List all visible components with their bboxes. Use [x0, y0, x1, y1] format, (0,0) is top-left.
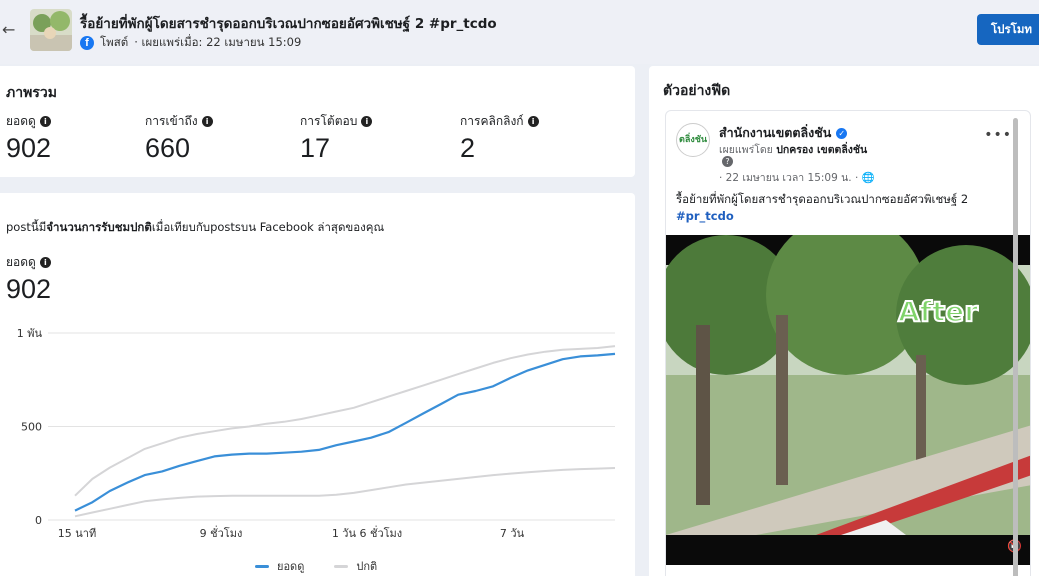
performance-card: postนี้มีจำนวนการรับชมปกติเมื่อเทียบกับp…	[0, 193, 635, 576]
published-by: เผยแพร่โดย ปกครอง เขตตลิ่งชัน	[719, 144, 868, 156]
x-tick-label: 9 ชั่วโมง	[200, 525, 243, 540]
legend-swatch	[334, 564, 349, 568]
compare-text: postนี้มีจำนวนการรับชมปกติเมื่อเทียบกับp…	[6, 220, 385, 234]
verified-badge-icon: ✓	[836, 127, 848, 139]
info-icon[interactable]: i	[527, 116, 539, 127]
info-icon[interactable]: i	[39, 116, 51, 127]
top-bar: ← รื้อย้ายที่พักผู้โดยสารชำรุดออกบริเวณป…	[0, 0, 1039, 64]
hashtag-link[interactable]: #pr_tcdo	[676, 209, 734, 223]
post-video[interactable]: After 🔇	[666, 235, 1030, 565]
legend-label: ยอดดู	[277, 560, 305, 573]
metric-label: ยอดดู	[6, 114, 36, 128]
metric-label: การเข้าถึง	[145, 114, 198, 128]
metric-value: 17	[300, 133, 331, 163]
facebook-post-preview: ตลิ่งชัน สำนักงานเขตตลิ่งชัน ✓ เผยแพร่โด…	[665, 110, 1031, 576]
overview-card: ภาพรวม ยอดดู i 902 การเข้าถึง i 660 การโต้…	[0, 66, 635, 177]
x-tick-label: 7 วัน	[500, 527, 525, 540]
y-tick-label: 0	[35, 514, 42, 527]
y-tick-label: 1 พัน	[17, 327, 43, 340]
legend-label: ปกติ	[356, 560, 378, 573]
feed-preview-title: ตัวอย่างฟีด	[663, 83, 731, 99]
metric-views: ยอดดู i 902	[6, 112, 51, 164]
chart-metric: ยอดดู i 902	[6, 253, 51, 305]
metric-reach: การเข้าถึง i 660	[145, 112, 213, 164]
x-tick-label: 1 วัน 6 ชั่วโมง	[332, 525, 402, 540]
page-name[interactable]: สำนักงานเขตตลิ่งชัน ✓	[719, 123, 848, 143]
info-icon[interactable]: i	[39, 257, 51, 268]
chart-legend: ยอดดู ปกติ	[255, 557, 377, 575]
post-text: รื้อย้ายที่พักผู้โดยสารชำรุดออกบริเวณปาก…	[676, 192, 969, 223]
post-title: รื้อย้ายที่พักผู้โดยสารชำรุดออกบริเวณปาก…	[80, 16, 497, 32]
x-tick-label: 15 นาที	[58, 527, 96, 540]
metric-link-clicks: การคลิกลิงก์ i 2	[460, 112, 539, 164]
help-icon[interactable]: ?	[722, 156, 733, 167]
promote-button[interactable]: โปรโมท	[977, 14, 1039, 45]
chart-metric-label: ยอดดู	[6, 255, 36, 269]
back-arrow-icon[interactable]: ←	[2, 20, 16, 39]
legend-item-normal[interactable]: ปกติ	[334, 557, 377, 575]
metric-label: การโต้ตอบ	[300, 114, 358, 128]
legend-item-views[interactable]: ยอดดู	[255, 557, 304, 575]
series-line-1	[74, 345, 616, 497]
y-tick-label: 500	[21, 421, 42, 434]
post-source: โพสต์	[100, 35, 129, 49]
published-date: · เผยแพร่เมื่อ: 22 เมษายน 15:09	[134, 35, 302, 49]
info-icon[interactable]: i	[361, 116, 373, 127]
views-line-chart: 0 500 1 พัน 15 นาที 9 ชั่วโมง 1 วัน 6 ชั่วโมง…	[17, 327, 616, 540]
chart-metric-value: 902	[6, 274, 52, 304]
post-time: · 22 เมษายน เวลา 15:09 น. · 🌐	[719, 172, 875, 184]
video-overlay-text: After	[898, 295, 978, 328]
legend-swatch	[255, 564, 269, 568]
info-icon[interactable]: i	[201, 116, 213, 127]
facebook-icon: f	[80, 36, 94, 50]
overview-title: ภาพรวม	[6, 85, 57, 101]
metric-value: 660	[145, 133, 191, 163]
more-options-icon[interactable]: •••	[984, 127, 1012, 143]
metric-engagement: การโต้ตอบ i 17	[300, 112, 373, 164]
feed-preview-card: ตัวอย่างฟีด ตลิ่งชัน สำนักงานเขตตลิ่งชัน…	[649, 66, 1039, 576]
metric-value: 902	[6, 133, 52, 163]
post-thumbnail	[30, 9, 72, 51]
series-line-2	[74, 467, 616, 518]
preview-scrollbar[interactable]	[1013, 118, 1018, 576]
series-line-0	[74, 352, 616, 512]
page-avatar[interactable]: ตลิ่งชัน	[676, 123, 710, 157]
metric-label: การคลิกลิงก์	[460, 114, 524, 128]
post-meta: f โพสต์ · เผยแพร่เมื่อ: 22 เมษายน 15:09	[80, 34, 301, 52]
metric-value: 2	[460, 133, 476, 163]
globe-icon: 🌐	[861, 172, 875, 184]
video-frame: After	[666, 235, 1030, 565]
